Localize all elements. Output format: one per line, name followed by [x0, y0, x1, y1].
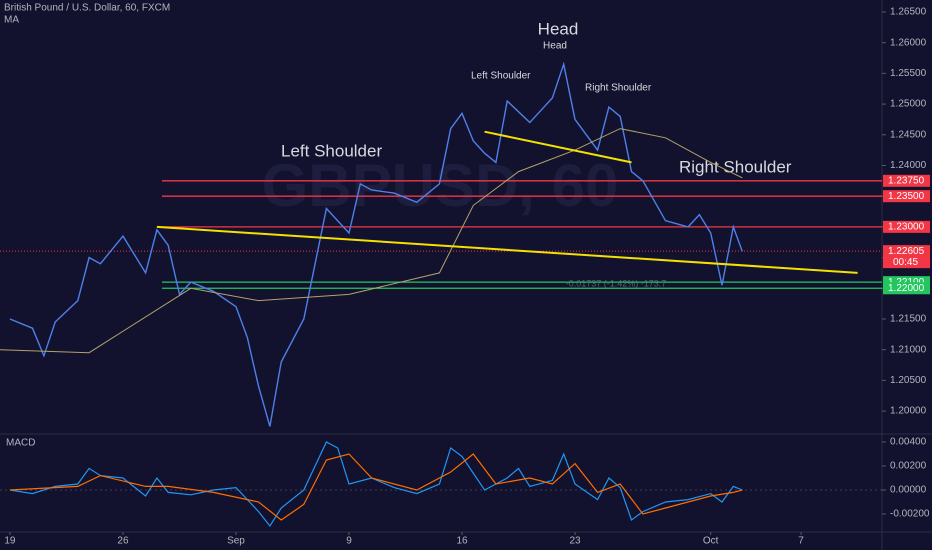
annotation: Right Shoulder [585, 83, 652, 94]
x-tick-label: 19 [4, 536, 16, 547]
macd-title: MACD [6, 438, 35, 449]
x-tick-label: 7 [798, 536, 804, 547]
y-tick-label: 1.21000 [890, 344, 927, 355]
y-tick-label: 1.20000 [890, 406, 927, 417]
annotation: Left Shoulder [471, 71, 531, 82]
annotation: Head [538, 19, 579, 38]
level-tag [883, 220, 930, 233]
level-label: 1.23750 [888, 175, 925, 186]
x-tick-label: 23 [569, 536, 581, 547]
level-tag [883, 190, 930, 203]
watermark: GBPUSD, 60 [262, 152, 619, 219]
y-tick-label: 1.26000 [890, 37, 927, 48]
series-line [0, 128, 743, 354]
x-tick-label: Sep [227, 536, 245, 547]
x-tick-label: 26 [117, 536, 129, 547]
macd-y-tick-label: 0.00200 [890, 461, 927, 472]
annotation: Head [543, 41, 567, 52]
trendline [484, 130, 632, 164]
trendline [156, 225, 858, 274]
y-tick-label: 1.26500 [890, 7, 927, 18]
current-price-label: 1.22605 [888, 246, 925, 257]
macd-y-tick-label: -0.00200 [890, 509, 930, 520]
annotation: Left Shoulder [281, 141, 382, 160]
x-tick-label: 9 [346, 536, 352, 547]
measure-text: -0.01737 (-1.42%) -173.7 [566, 278, 667, 288]
level-label: 1.23000 [888, 222, 925, 233]
chart-title: British Pound / U.S. Dollar, 60, FXCM [4, 3, 170, 14]
level-label: 1.23500 [888, 191, 925, 202]
y-tick-label: 1.25500 [890, 68, 927, 79]
macd-line [9, 453, 743, 521]
y-tick-label: 1.20500 [890, 375, 927, 386]
x-tick-label: 16 [456, 536, 468, 547]
level-tag [883, 282, 930, 295]
annotation: Right Shoulder [679, 157, 792, 176]
x-tick-label: Oct [703, 536, 719, 547]
level-label: 1.22000 [888, 283, 925, 294]
countdown: 00:45 [893, 257, 918, 268]
y-tick-label: 1.21500 [890, 314, 927, 325]
indicator-label: MA [4, 15, 19, 26]
y-tick-label: 1.25000 [890, 99, 927, 110]
current-price-tag [883, 245, 930, 269]
level-tag [883, 174, 930, 187]
y-tick-label: 1.24000 [890, 160, 927, 171]
macd-y-tick-label: 0.00400 [890, 437, 927, 448]
y-tick-label: 1.24500 [890, 129, 927, 140]
macd-line [9, 441, 743, 528]
macd-y-tick-label: 0.00000 [890, 485, 927, 496]
